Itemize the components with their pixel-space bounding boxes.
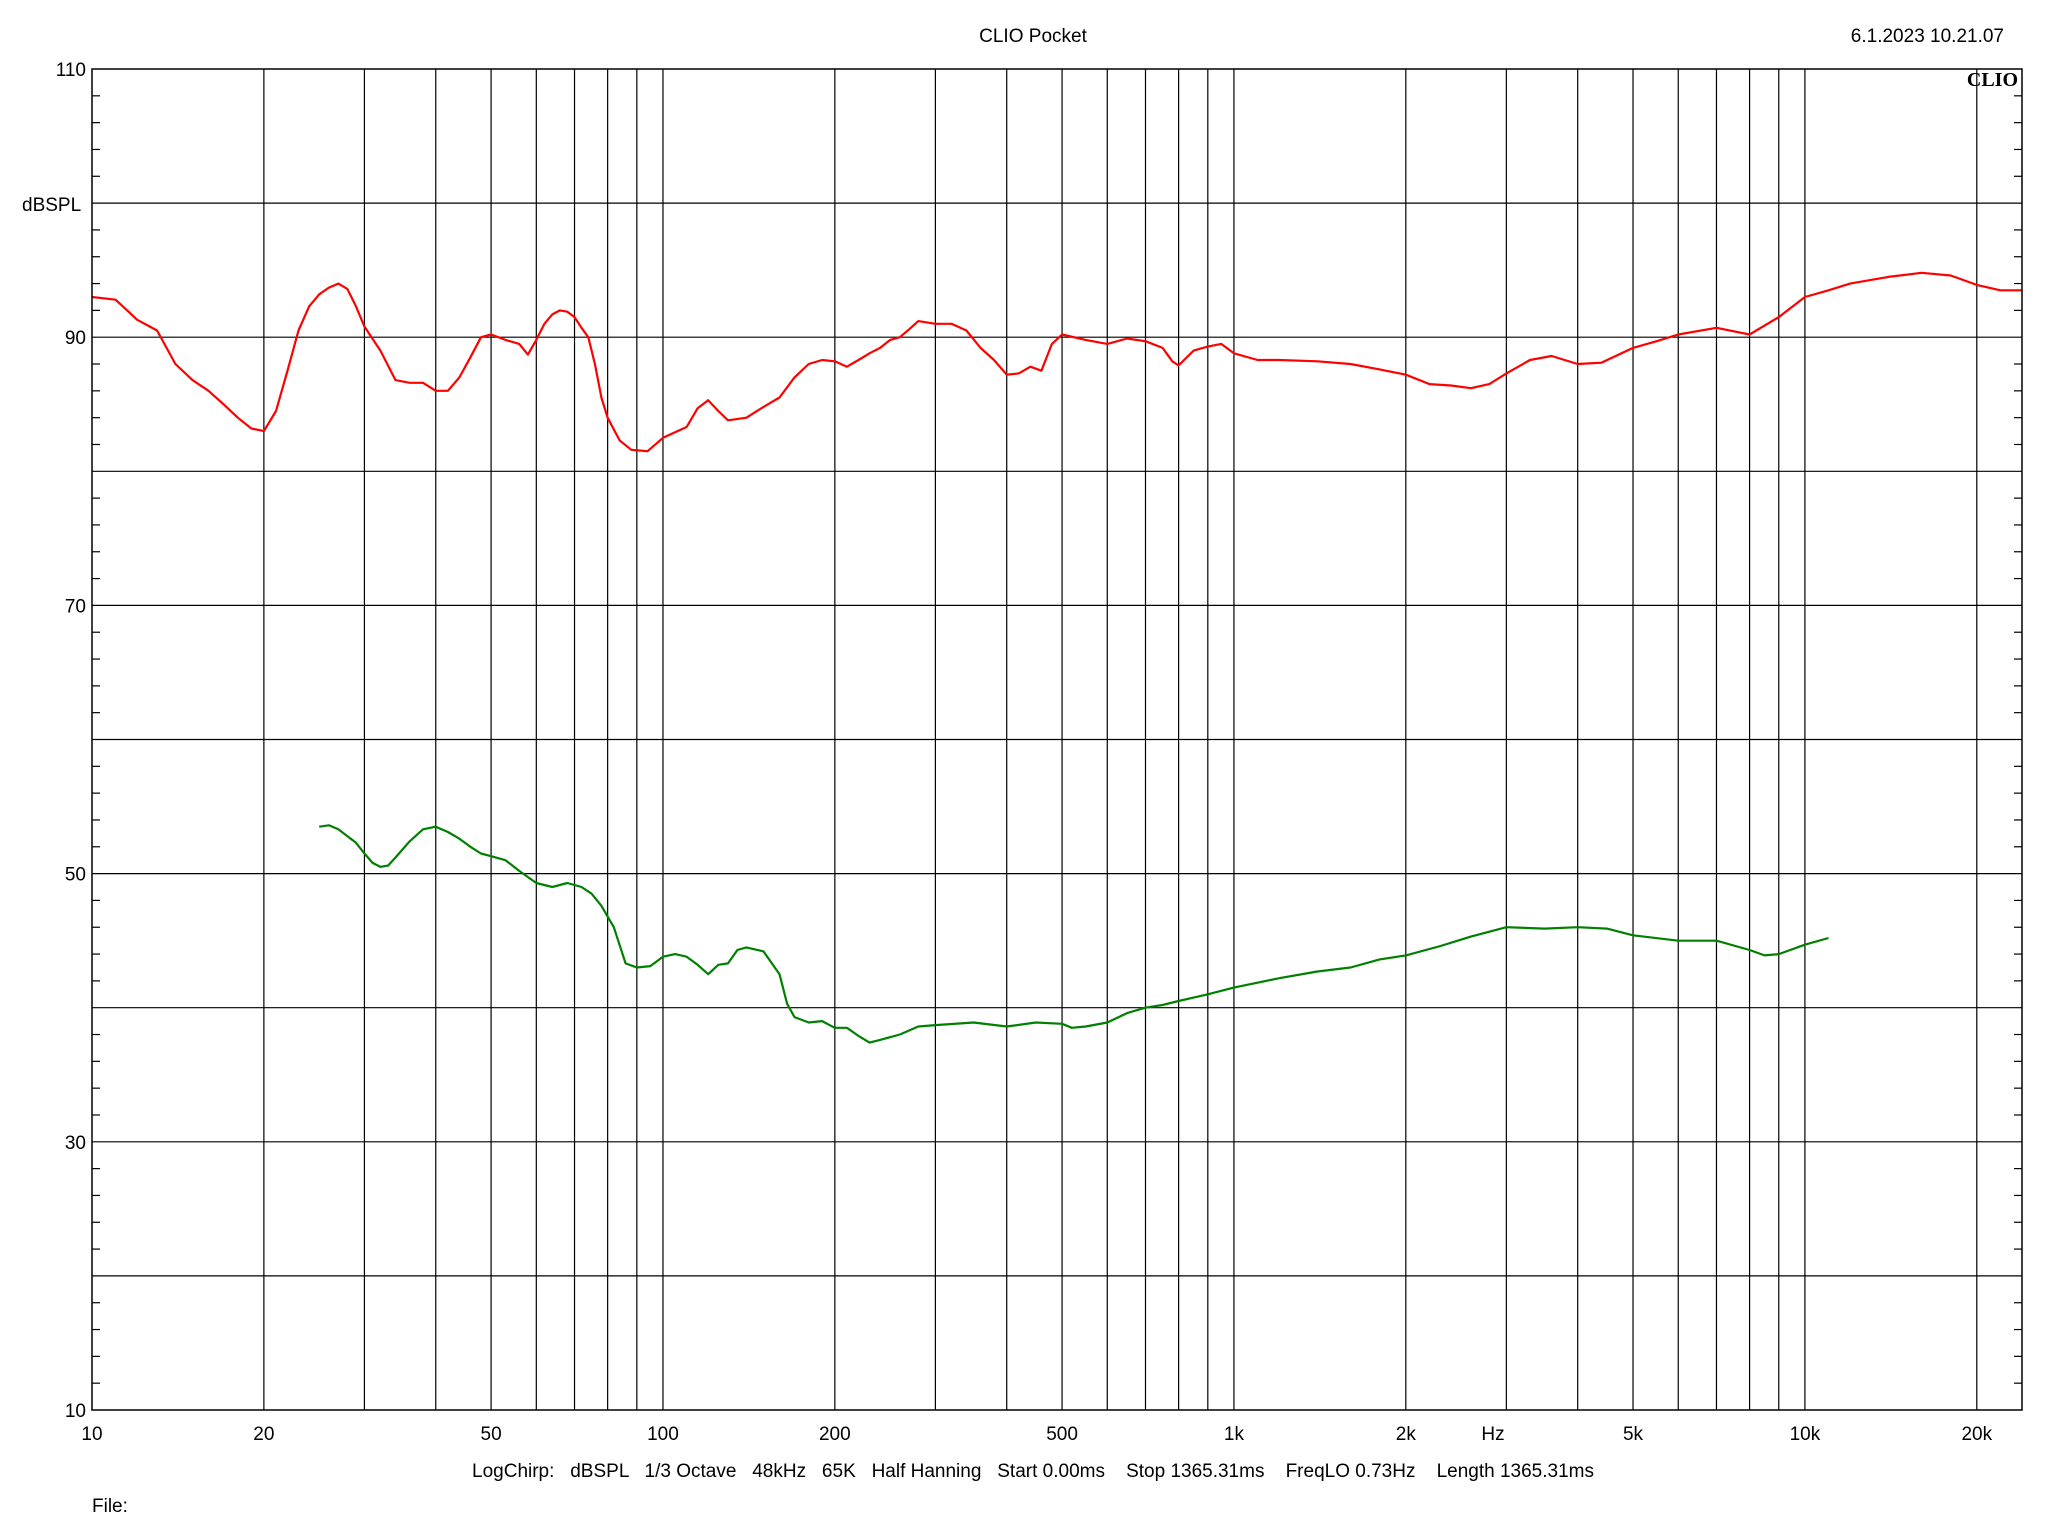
x-tick-label: 5k [1623,1424,1644,1445]
y-tick-label: 50 [65,865,86,886]
x-tick-label: 1k [1224,1424,1245,1445]
x-tick-label: 50 [481,1424,502,1445]
x-tick-label: 200 [819,1424,851,1445]
x-tick-label: 20 [253,1424,274,1445]
file-label: File: [92,1496,128,1517]
y-tick-label: 90 [65,328,86,349]
y-tick-label: 10 [65,1401,86,1422]
x-tick-label: 500 [1046,1424,1078,1445]
grid [92,69,2022,1410]
x-tick-label: 20k [1961,1424,1992,1445]
x-tick-label: 10k [1790,1424,1821,1445]
timestamp: 6.1.2023 10.21.07 [1851,26,2004,47]
brand-logo: CLIO [1967,69,2018,91]
x-axis-label: Hz [1481,1424,1504,1445]
y-tick-label: 70 [65,596,86,617]
y-tick-label: 30 [65,1133,86,1154]
series-line-2 [319,824,1829,1044]
y-axis-label: dBSPL [22,195,81,216]
x-tick-label: 100 [647,1424,679,1445]
measurement-settings: LogChirp: dBSPL 1/3 Octave 48kHz 65K Hal… [472,1461,1594,1482]
tick-labels: 10 20 50 100 200 500 1k 2k 5k 10k 20k 110 90 70 50 30 10 [56,60,1993,1445]
plot-frame [91,68,2023,1411]
series-line-1 [91,271,2022,453]
x-tick-label: 10 [81,1424,102,1445]
y-tick-label: 110 [56,60,86,81]
chart-title: CLIO Pocket [979,26,1087,47]
x-tick-label: 2k [1396,1424,1417,1445]
series [91,271,2022,1044]
